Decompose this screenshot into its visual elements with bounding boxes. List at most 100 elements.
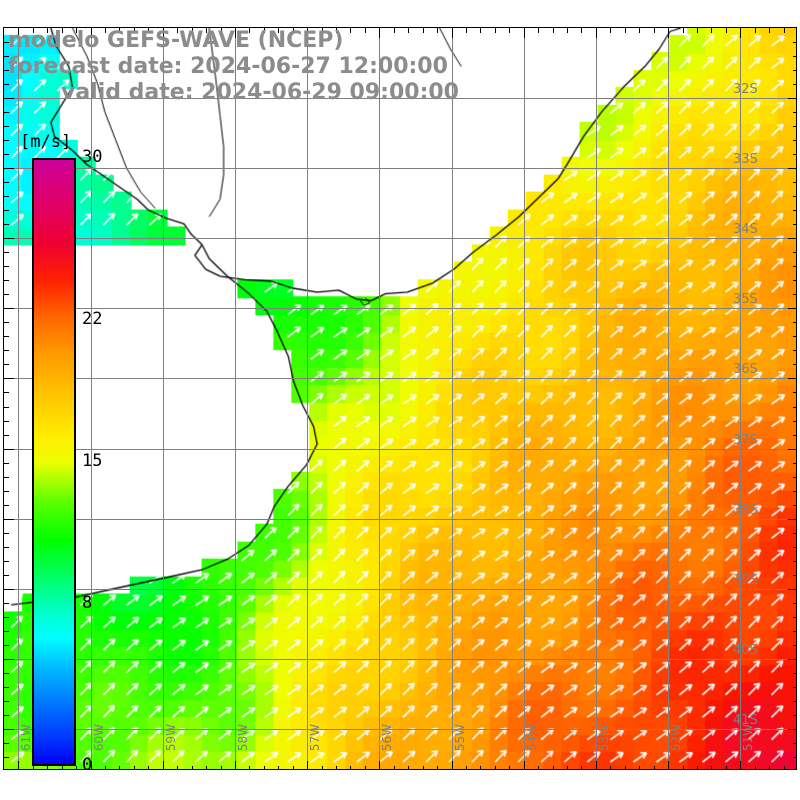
axis-tick-minor [697, 28, 698, 33]
axis-tick-minor [740, 28, 741, 33]
axis-tick-major [379, 28, 380, 38]
axis-tick-major [668, 761, 669, 769]
axis-tick-minor [4, 715, 9, 716]
axis-tick-minor [793, 687, 796, 688]
axis-tick-minor [793, 547, 796, 548]
axis-tick-minor [4, 280, 9, 281]
axis-tick-major [788, 98, 796, 99]
axis-tick-minor [91, 766, 92, 769]
axis-tick-minor [793, 266, 796, 267]
axis-tick-major [740, 761, 741, 769]
axis-tick-minor [33, 766, 34, 769]
axis-tick-minor [264, 766, 265, 769]
axis-tick-minor [4, 112, 9, 113]
axis-tick-minor [350, 28, 351, 33]
axis-tick-minor [408, 28, 409, 33]
axis-tick-minor [365, 28, 366, 33]
page-title: modelo GEFS-WAVE (NCEP) forecast date: 2… [0, 28, 520, 106]
axis-tick-minor [206, 28, 207, 33]
axis-tick-minor [4, 392, 9, 393]
axis-tick-minor [793, 617, 796, 618]
axis-tick-minor [62, 766, 63, 769]
axis-tick-minor [4, 743, 9, 744]
axis-tick-minor [697, 766, 698, 769]
axis-tick-minor [625, 28, 626, 33]
axis-tick-minor [4, 505, 9, 506]
axis-tick-major [788, 659, 796, 660]
axis-tick-major [452, 761, 453, 769]
lon-tick-label: 58W [236, 724, 250, 752]
axis-tick-minor [408, 766, 409, 769]
axis-tick-minor [793, 154, 796, 155]
axis-tick-minor [538, 28, 539, 33]
axis-tick-minor [379, 28, 380, 33]
axis-tick-minor [249, 28, 250, 33]
axis-tick-minor [33, 28, 34, 33]
axis-tick-minor [264, 28, 265, 33]
axis-tick-minor [394, 28, 395, 33]
axis-tick-minor [793, 378, 796, 379]
axis-tick-minor [4, 224, 9, 225]
axis-tick-minor [4, 659, 9, 660]
axis-tick-minor [793, 238, 796, 239]
axis-tick-minor [221, 766, 222, 769]
axis-tick-major [4, 449, 14, 450]
axis-tick-minor [293, 28, 294, 33]
axis-tick-major [4, 308, 14, 309]
axis-tick-minor [654, 28, 655, 33]
axis-tick-minor [105, 28, 106, 33]
axis-tick-minor [793, 603, 796, 604]
axis-tick-minor [163, 766, 164, 769]
axis-tick-minor [350, 766, 351, 769]
axis-tick-minor [423, 766, 424, 769]
axis-tick-minor [293, 766, 294, 769]
gridline-longitude [379, 28, 380, 769]
axis-tick-minor [495, 766, 496, 769]
axis-tick-major [740, 28, 741, 38]
axis-tick-minor [793, 350, 796, 351]
axis-tick-minor [4, 42, 9, 43]
lat-tick-label: 36S [733, 362, 758, 377]
axis-tick-minor [793, 392, 796, 393]
axis-tick-minor [336, 28, 337, 33]
axis-tick-minor [769, 28, 770, 33]
axis-tick-minor [793, 715, 796, 716]
axis-tick-minor [610, 28, 611, 33]
gridline-latitude [4, 589, 796, 590]
axis-tick-major [596, 28, 597, 38]
axis-tick-minor [509, 28, 510, 33]
axis-tick-minor [793, 701, 796, 702]
axis-tick-minor [4, 336, 9, 337]
axis-tick-minor [596, 28, 597, 33]
axis-tick-minor [322, 766, 323, 769]
axis-tick-minor [793, 126, 796, 127]
axis-tick-major [163, 761, 164, 769]
axis-tick-minor [793, 407, 796, 408]
axis-tick-minor [4, 631, 9, 632]
axis-tick-minor [480, 766, 481, 769]
axis-tick-minor [307, 766, 308, 769]
axis-tick-minor [4, 182, 9, 183]
axis-tick-minor [793, 196, 796, 197]
axis-tick-minor [610, 766, 611, 769]
axis-tick-minor [567, 766, 568, 769]
axis-tick-minor [793, 421, 796, 422]
axis-tick-major [307, 761, 308, 769]
axis-tick-minor [4, 126, 9, 127]
axis-tick-major [788, 729, 796, 730]
axis-tick-minor [177, 766, 178, 769]
axis-tick-minor [4, 322, 9, 323]
axis-tick-major [235, 28, 236, 38]
axis-tick-minor [4, 533, 9, 534]
axis-tick-minor [793, 224, 796, 225]
axis-tick-major [452, 28, 453, 38]
axis-tick-major [788, 308, 796, 309]
axis-tick-minor [249, 766, 250, 769]
axis-tick-major [4, 238, 14, 239]
axis-tick-minor [4, 407, 9, 408]
axis-tick-minor [711, 28, 712, 33]
axis-tick-minor [4, 378, 9, 379]
axis-tick-minor [711, 766, 712, 769]
colorbar-legend [32, 158, 76, 766]
